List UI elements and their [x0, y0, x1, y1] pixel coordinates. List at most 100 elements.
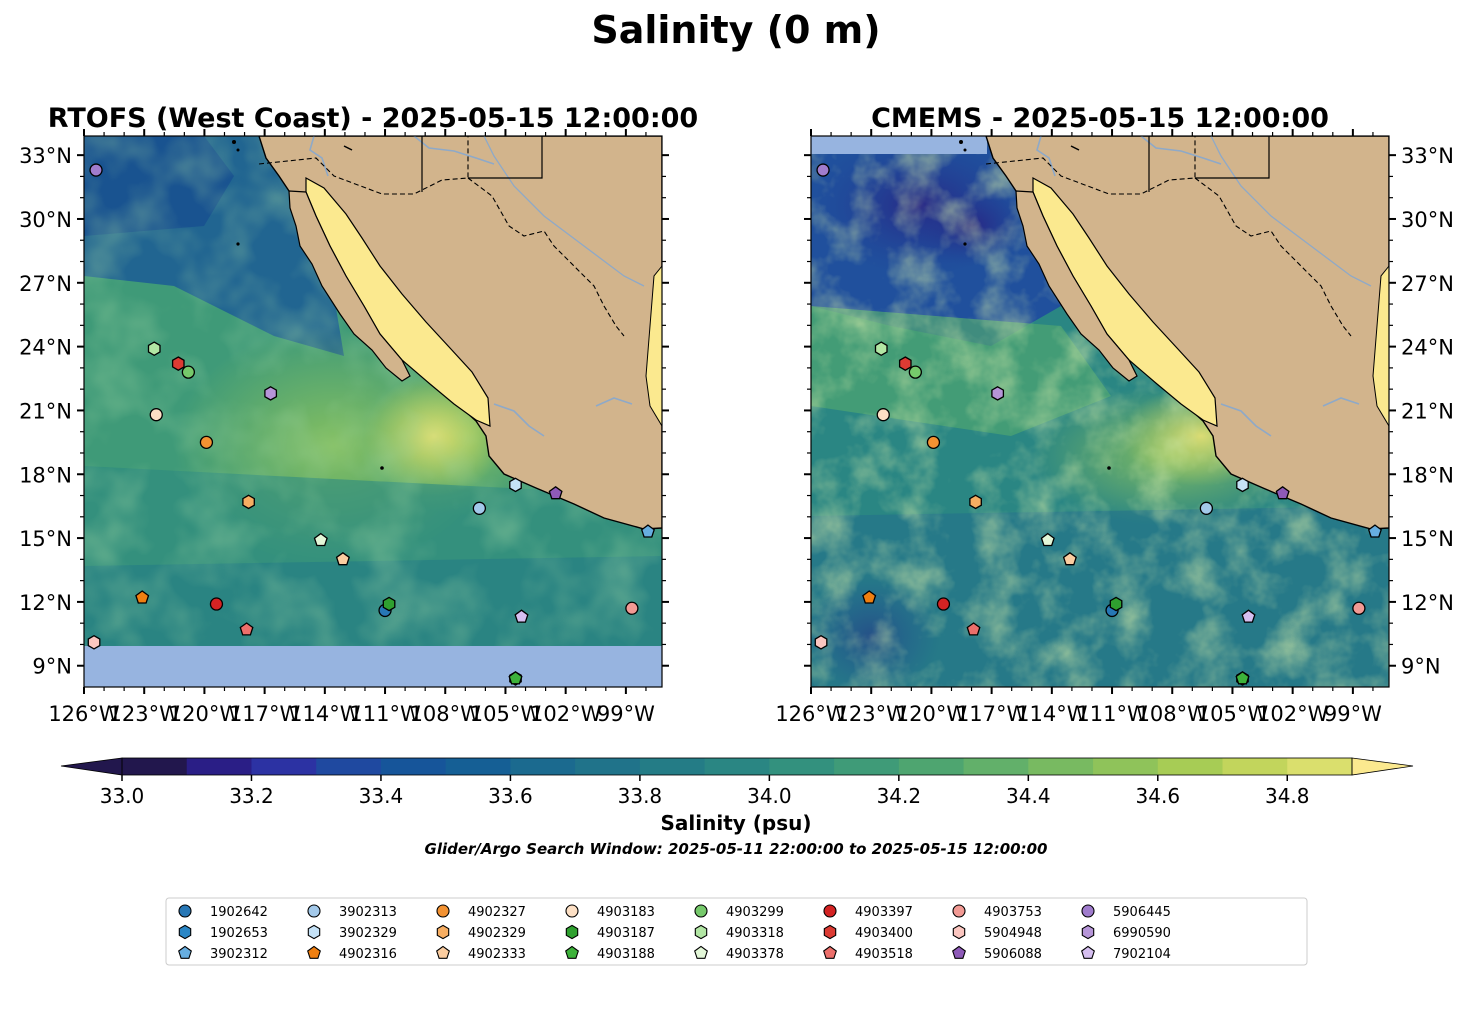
x-tick-label: 123°W — [109, 702, 181, 726]
legend-item: 1902653 — [178, 924, 268, 941]
y-tick-label: 30°N — [19, 208, 72, 232]
float-marker-4903518 — [239, 622, 254, 636]
y-tick-label: 18°N — [19, 463, 72, 487]
y-tick-label: 33°N — [1401, 144, 1454, 168]
float-marker-4902329 — [436, 924, 450, 940]
float-marker-5906088 — [1275, 485, 1290, 500]
float-marker-3902329 — [509, 477, 522, 493]
legend-item: 7902104 — [1081, 945, 1171, 962]
colorbar-cell — [834, 758, 900, 775]
legend-item: 4902333 — [436, 945, 526, 962]
colorbar-cell — [1093, 758, 1159, 775]
float-marker-4903378 — [694, 945, 708, 959]
colorbar-cell — [316, 758, 382, 775]
float-marker-4903518 — [966, 622, 981, 636]
colorbar-cell — [1287, 758, 1353, 775]
legend-label: 4902329 — [468, 926, 526, 941]
float-marker-4903187 — [1109, 596, 1123, 612]
colorbar-cell — [251, 758, 317, 775]
y-tick-label: 18°N — [1401, 463, 1454, 487]
float-marker-4903299 — [694, 904, 708, 918]
x-tick-label: 111°W — [349, 702, 421, 726]
float-marker-6990590 — [991, 386, 1005, 401]
x-tick-label: 117°W — [956, 702, 1028, 726]
colorbar-cell — [445, 758, 511, 775]
panel-rtofs: RTOFS (West Coast) - 2025-05-15 12:00:00… — [19, 103, 698, 726]
float-markers-rtofs — [87, 163, 655, 686]
float-marker-4902329 — [242, 494, 255, 510]
legend-item: 3902329 — [307, 924, 397, 941]
colorbar-tick-label: 34.4 — [1006, 784, 1051, 808]
colorbar-cell — [1028, 758, 1094, 775]
salinity-field-rtofs — [84, 136, 662, 687]
float-marker-5904948 — [814, 634, 828, 650]
float-marker-5906088 — [548, 485, 563, 500]
legend-label: 5906445 — [1113, 905, 1171, 920]
legend-item: 6990590 — [1081, 924, 1171, 941]
search-window-note: Glider/Argo Search Window: 2025-05-11 22… — [425, 840, 1048, 858]
legend-item: 4902316 — [307, 945, 397, 962]
y-tick-label: 15°N — [1401, 527, 1454, 551]
y-tick-label: 21°N — [19, 399, 72, 423]
y-tick-label: 27°N — [1401, 272, 1454, 296]
colorbar-tick-label: 34.2 — [877, 784, 922, 808]
panel-title-cmems: CMEMS - 2025-05-15 12:00:00 — [871, 103, 1329, 134]
legend-label: 7902104 — [1113, 947, 1171, 962]
x-tick-label: 99°W — [597, 702, 655, 726]
y-tick-label: 9°N — [32, 655, 72, 679]
legend-label: 4903518 — [855, 947, 913, 962]
y-tick-label: 24°N — [1401, 336, 1454, 360]
float-marker-4902316 — [307, 945, 321, 959]
float-marker-4903299 — [181, 365, 196, 379]
legend-item: 4903518 — [823, 945, 913, 962]
y-tick-label: 12°N — [1401, 591, 1454, 615]
float-marker-4903187 — [382, 596, 396, 612]
float-marker-1902642 — [178, 904, 192, 918]
colorbar-extend-low — [60, 757, 123, 776]
legend-label: 4902333 — [468, 947, 526, 962]
legend-label: 3902313 — [339, 905, 397, 920]
x-tick-label: 108°W — [1137, 702, 1209, 726]
colorbar-tick-label: 33.4 — [359, 784, 404, 808]
float-marker-3902313 — [1199, 501, 1214, 515]
x-tick-label: 105°W — [470, 702, 542, 726]
float-marker-4902327 — [926, 435, 941, 449]
y-tick-label: 9°N — [1401, 655, 1441, 679]
float-marker-4902329 — [969, 494, 982, 510]
legend: 1902642 1902653 3902312 3902313 3902329 49023… — [165, 897, 1308, 966]
float-marker-4903299 — [908, 365, 923, 379]
colorbar-cell — [639, 758, 706, 775]
float-marker-4903397 — [823, 904, 837, 918]
legend-item: 5906445 — [1081, 904, 1171, 920]
float-marker-5904948 — [87, 634, 101, 650]
colorbar-extend-high — [1351, 757, 1414, 776]
float-marker-4903183 — [149, 408, 163, 422]
colorbar-label: Salinity (psu) — [660, 811, 811, 835]
float-marker-4903188 — [565, 945, 579, 959]
y-tick-label: 15°N — [19, 527, 72, 551]
legend-label: 5906088 — [984, 947, 1042, 962]
float-marker-5906445 — [816, 163, 830, 177]
float-marker-3902312 — [178, 945, 192, 959]
no-data-region — [811, 136, 987, 154]
legend-label: 5904948 — [984, 926, 1042, 941]
legend-item: 4903299 — [694, 904, 784, 920]
legend-item: 1902642 — [178, 904, 268, 920]
x-tick-label: 123°W — [836, 702, 908, 726]
float-marker-5906088 — [952, 945, 966, 959]
y-tick-label: 27°N — [19, 272, 72, 296]
x-tick-label: 120°W — [896, 702, 968, 726]
float-marker-4903187 — [565, 924, 579, 940]
legend-item: 4903188 — [565, 945, 655, 962]
y-tick-label: 21°N — [1401, 399, 1454, 423]
figure-title: Salinity (0 m) — [591, 8, 880, 52]
x-tick-label: 126°W — [775, 702, 847, 726]
float-marker-4903188 — [508, 671, 523, 685]
float-marker-4903753 — [952, 904, 966, 918]
float-marker-4902327 — [199, 435, 214, 449]
legend-item: 4902329 — [436, 924, 526, 941]
float-marker-7902104 — [1081, 945, 1095, 959]
legend-label: 4902327 — [468, 905, 526, 920]
axes-rtofs: 126°W123°W120°W117°W114°W111°W108°W105°W… — [19, 129, 669, 726]
salinity-field-cmems — [811, 136, 1389, 687]
